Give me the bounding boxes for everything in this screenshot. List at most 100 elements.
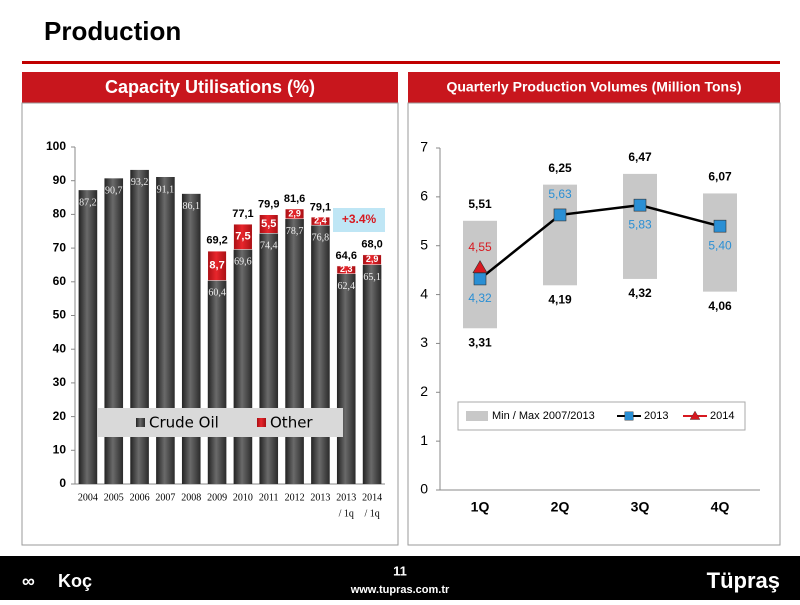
bar-segment <box>259 233 279 484</box>
x-tick-label: 2009 <box>207 492 227 503</box>
marker <box>713 219 727 233</box>
x-tick-label: 2Q <box>551 499 570 515</box>
x-tick-label: 2013 <box>310 492 330 503</box>
x-tick-label: 2008 <box>181 492 201 503</box>
total-label: 68,0 <box>361 239 382 251</box>
total-label: 69,2 <box>206 235 227 247</box>
bar-segment <box>311 225 330 484</box>
range-bar <box>623 173 657 279</box>
title-rule <box>22 61 780 64</box>
value-label: 69,6 <box>234 257 252 268</box>
y-tick-label: 60 <box>53 274 67 288</box>
annotation: +3.4% <box>342 212 377 226</box>
max-label: 6,07 <box>708 170 732 184</box>
x-tick-label: 2013 <box>336 492 356 503</box>
value-label: 62,4 <box>338 281 356 292</box>
value-label: 5,5 <box>261 218 276 230</box>
marker <box>553 208 567 222</box>
bar-segment <box>104 178 124 484</box>
y-tick-label: 4 <box>420 285 428 301</box>
page-title: Production <box>44 16 181 46</box>
x-tick-label: 2005 <box>104 492 124 503</box>
marker <box>472 260 488 273</box>
value-label: 2,9 <box>366 254 379 264</box>
y-tick-label: 90 <box>53 173 67 187</box>
y-tick-label: 6 <box>420 188 428 204</box>
value-label: 2,3 <box>340 264 353 274</box>
y-tick-label: 7 <box>420 139 428 155</box>
bar-segment <box>310 216 330 226</box>
value-label: 2,4 <box>314 216 327 226</box>
total-label: 77,1 <box>232 208 253 220</box>
value-label: 4,55 <box>468 240 492 254</box>
y-tick-label: 3 <box>420 334 428 350</box>
x-tick-label: 2007 <box>155 492 175 503</box>
y-tick-label: 70 <box>53 240 67 254</box>
bar-segment <box>78 190 98 485</box>
min-label: 4,06 <box>708 299 732 313</box>
page-number: 11 <box>393 563 407 578</box>
x-tick-label: 2014 <box>362 492 382 503</box>
bar-segment <box>156 176 175 485</box>
y-tick-label: 0 <box>420 481 428 497</box>
bar-segment <box>285 208 305 220</box>
bar-segment <box>130 169 149 484</box>
y-tick-label: 80 <box>53 207 67 221</box>
value-label: 78,7 <box>286 226 304 237</box>
x-tick-label: 1Q <box>471 499 490 515</box>
legend-label: 2014 <box>710 410 734 422</box>
x-tick-label: 4Q <box>711 499 730 515</box>
url: www.tupras.com.tr <box>350 584 450 596</box>
value-label: 60,4 <box>208 288 226 299</box>
value-label: 5,40 <box>708 238 732 252</box>
x-tick-label: 3Q <box>631 499 650 515</box>
bar-segment <box>336 265 356 274</box>
x-tick-label: 2006 <box>130 492 150 503</box>
bar-segment <box>207 250 227 281</box>
max-label: 6,47 <box>628 150 652 164</box>
legend-label: Crude Oil <box>149 414 219 432</box>
right-logo: Tüpraş <box>707 568 780 593</box>
marker <box>633 198 647 212</box>
panel-title: Capacity Utilisations (%) <box>105 77 315 97</box>
y-tick-label: 0 <box>59 476 66 490</box>
y-tick-label: 30 <box>53 375 67 389</box>
x-tick-label: 2010 <box>233 492 253 503</box>
footer <box>0 556 800 600</box>
bar-segment <box>362 264 382 484</box>
total-label: 81,6 <box>284 193 305 205</box>
y-tick-label: 10 <box>53 442 67 456</box>
total-label: 79,9 <box>258 199 279 211</box>
legend-swatch <box>136 418 145 427</box>
value-label: 5,63 <box>548 187 572 201</box>
value-label: 4,32 <box>468 291 492 305</box>
value-label: 91,1 <box>157 184 175 195</box>
total-label: 79,1 <box>310 201 331 213</box>
y-tick-label: 20 <box>53 409 67 423</box>
panel-header <box>22 72 398 103</box>
value-label: 7,5 <box>235 231 250 243</box>
value-label: 2,9 <box>288 208 301 218</box>
legend-label: Min / Max 2007/2013 <box>492 410 595 422</box>
value-label: 5,83 <box>628 217 652 231</box>
value-label: 93,2 <box>131 177 149 188</box>
y-tick-label: 1 <box>420 432 428 448</box>
x-tick-label: 2011 <box>259 492 279 503</box>
marker <box>624 411 634 421</box>
y-tick-label: 5 <box>420 236 428 252</box>
y-tick-label: 50 <box>53 308 67 322</box>
range-bar <box>543 184 577 286</box>
annotation-box <box>333 208 385 232</box>
bar-segment <box>259 214 279 234</box>
value-label: 74,4 <box>260 241 278 252</box>
bar-segment <box>207 280 227 484</box>
marker <box>473 272 487 286</box>
series-line <box>479 203 721 280</box>
y-tick-label: 100 <box>46 139 66 153</box>
value-label: 90,7 <box>105 186 123 197</box>
min-label: 4,32 <box>628 286 652 300</box>
bar-segment <box>362 254 382 265</box>
value-label: 86,1 <box>183 201 201 212</box>
range-bar <box>703 193 737 292</box>
